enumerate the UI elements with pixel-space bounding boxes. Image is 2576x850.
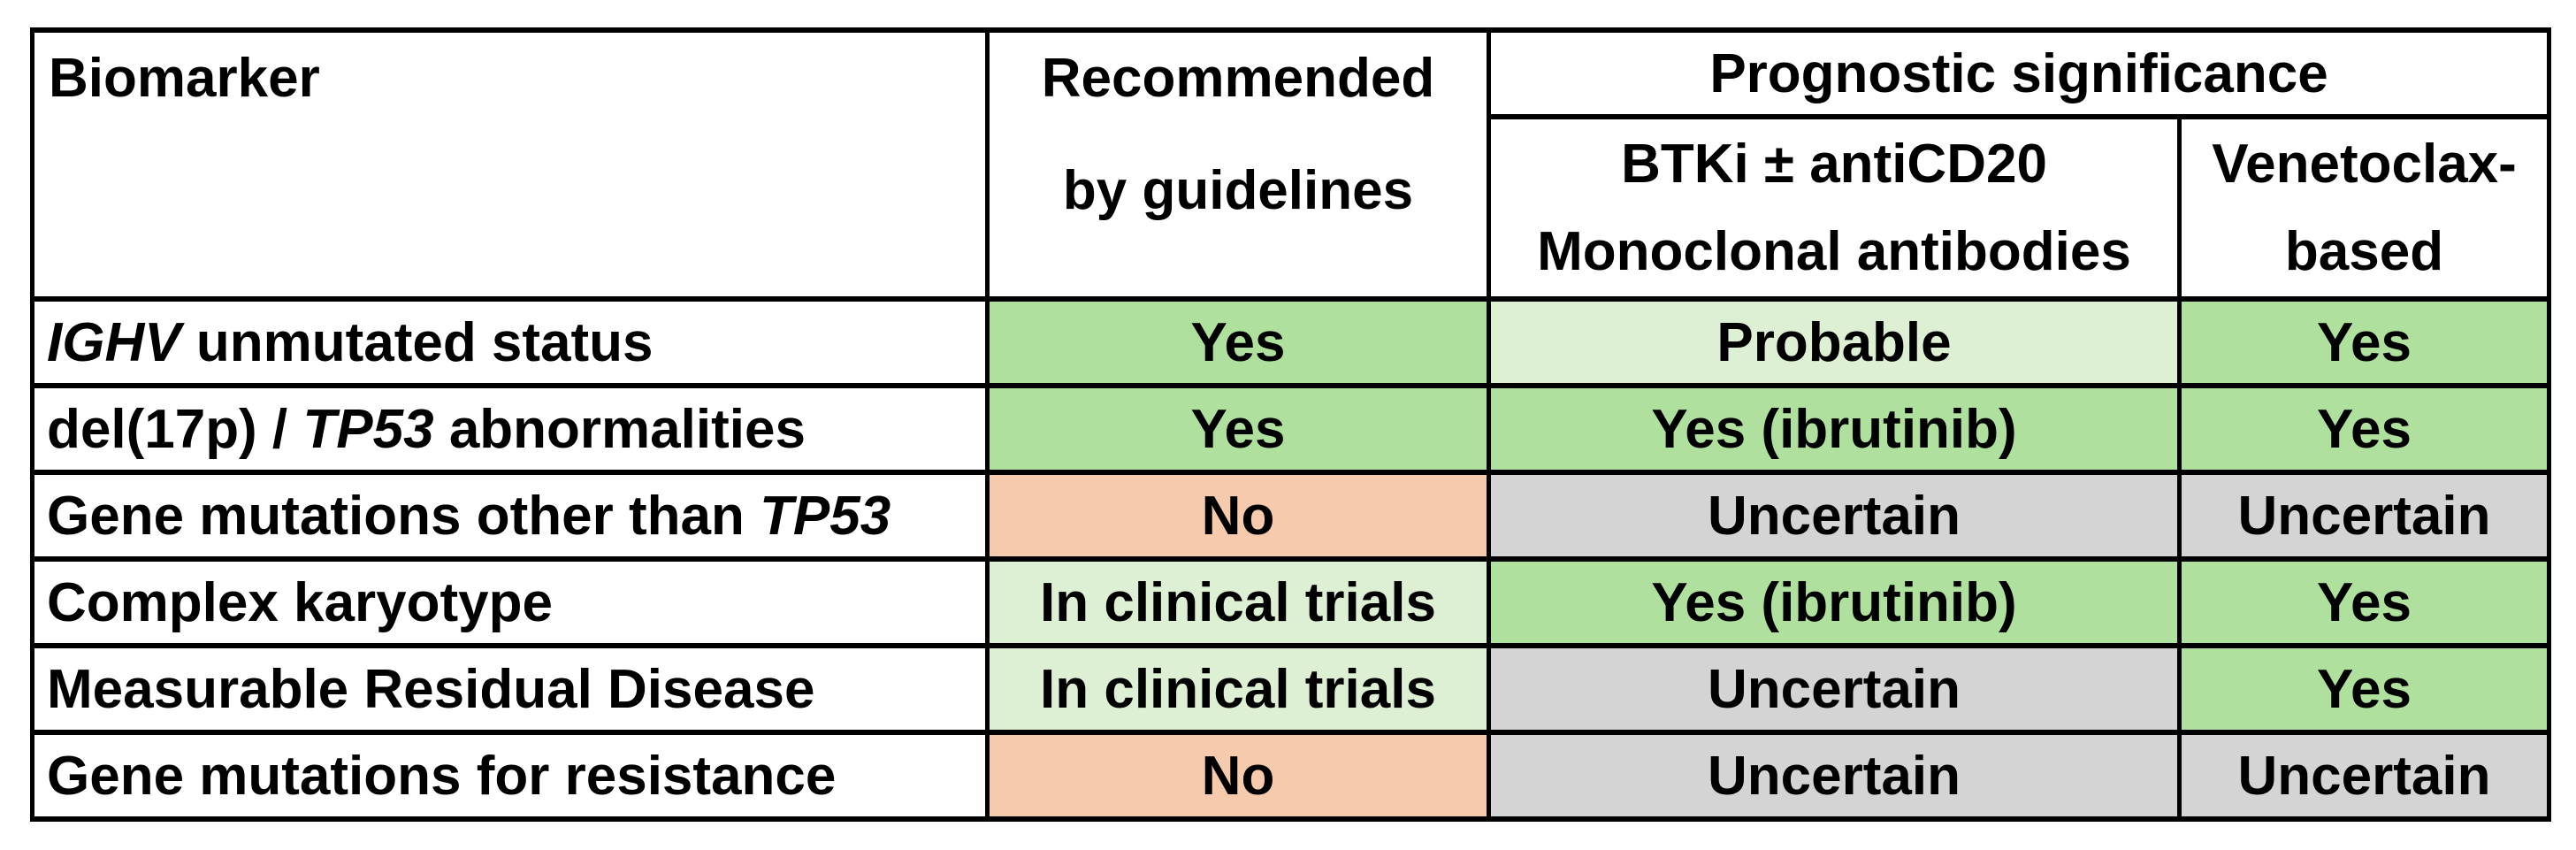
btki-prognosis-cell: Yes (ibrutinib)	[1487, 383, 2182, 475]
venetoclax-prognosis-cell: Yes	[2176, 383, 2552, 475]
recommended-cell: No	[985, 730, 1491, 822]
biomarker-cell: Gene mutations other than TP53	[30, 470, 990, 562]
header-venetoclax-line2: based	[2284, 221, 2444, 282]
table-row: Complex karyotype In clinical trials Yes…	[30, 556, 2552, 648]
venetoclax-prognosis-cell: Yes	[2176, 296, 2552, 388]
table-row: IGHV unmutated status Yes Probable Yes	[30, 296, 2552, 388]
recommended-cell: In clinical trials	[985, 556, 1491, 648]
header-row-top: Biomarker Recommended by guidelines Prog…	[30, 27, 2552, 302]
header-recommended-line2: by guidelines	[1062, 160, 1414, 221]
biomarker-table: Biomarker Recommended by guidelines Prog…	[30, 27, 2552, 822]
header-row-sub: BTKi ± antiCD20 Monoclonal antibodies Ve…	[33, 114, 2552, 302]
header-btki-line1: BTKi ± antiCD20	[1621, 134, 2047, 195]
header-btki-anticd20: BTKi ± antiCD20 Monoclonal antibodies	[1487, 114, 2182, 302]
recommended-cell: Yes	[985, 296, 1491, 388]
biomarker-cell: Measurable Residual Disease	[30, 643, 990, 735]
btki-prognosis-cell: Uncertain	[1487, 643, 2182, 735]
btki-prognosis-cell: Yes (ibrutinib)	[1487, 556, 2182, 648]
biomarker-cell: IGHV unmutated status	[30, 296, 990, 388]
biomarker-cell: Complex karyotype	[30, 556, 990, 648]
header-btki-line2: Monoclonal antibodies	[1537, 221, 2131, 282]
recommended-cell: In clinical trials	[985, 643, 1491, 735]
table-row: Gene mutations for resistance No Uncerta…	[30, 730, 2552, 822]
header-prognostic-significance: Prognostic significance	[1486, 27, 2552, 119]
venetoclax-prognosis-cell: Uncertain	[2176, 470, 2552, 562]
venetoclax-prognosis-cell: Uncertain	[2176, 730, 2552, 822]
header-biomarker: Biomarker	[30, 27, 990, 302]
recommended-cell: Yes	[985, 383, 1491, 475]
header-recommended-by-guidelines: Recommended by guidelines	[985, 27, 1491, 302]
biomarker-cell: Gene mutations for resistance	[30, 730, 990, 822]
venetoclax-prognosis-cell: Yes	[2176, 643, 2552, 735]
recommended-cell: No	[985, 470, 1491, 562]
btki-prognosis-cell: Probable	[1487, 296, 2182, 388]
table-row: del(17p) / TP53 abnormalities Yes Yes (i…	[30, 383, 2552, 475]
table-row: Gene mutations other than TP53 No Uncert…	[30, 470, 2552, 562]
header-venetoclax-based: Venetoclax- based	[2176, 114, 2552, 302]
table-row: Measurable Residual Disease In clinical …	[30, 643, 2552, 735]
header-recommended-line1: Recommended	[1041, 48, 1435, 109]
btki-prognosis-cell: Uncertain	[1487, 730, 2182, 822]
header-venetoclax-line1: Venetoclax-	[2212, 134, 2517, 195]
venetoclax-prognosis-cell: Yes	[2176, 556, 2552, 648]
table-container: Biomarker Recommended by guidelines Prog…	[30, 27, 2552, 822]
btki-prognosis-cell: Uncertain	[1487, 470, 2182, 562]
biomarker-cell: del(17p) / TP53 abnormalities	[30, 383, 990, 475]
